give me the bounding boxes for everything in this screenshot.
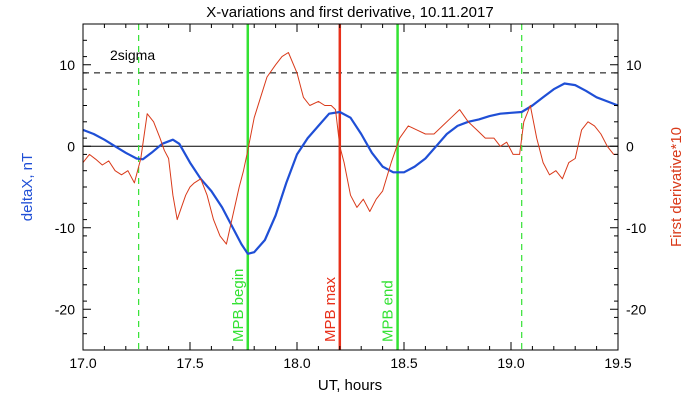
marker-label-1: MPB begin [230, 269, 247, 342]
axes: 17.0 17.5 18.0 18.5 19.0 19.5 -20 -20 -10 -10 0 0 10… [55, 23, 646, 371]
y-axis-right-label: First derivative*10 [668, 127, 685, 247]
x-tick-label-4: 19.0 [497, 355, 524, 371]
y-tick-label-right-3: 10 [626, 57, 642, 73]
y-tick-label-left-0: -20 [55, 301, 75, 317]
marker-label-3: MPB end [380, 280, 397, 342]
y-tick-label-left-1: -10 [55, 220, 75, 236]
x-tick-label-2: 18.0 [283, 355, 310, 371]
threshold-label: 2sigma [110, 47, 155, 63]
series-line-0 [82, 82, 619, 255]
marker-label-2: MPB max [322, 276, 339, 342]
y-tick-label-left-3: 10 [59, 57, 75, 73]
x-tick-label-5: 19.5 [604, 355, 631, 371]
x-tick-label-0: 17.0 [69, 355, 96, 371]
chart-title: X-variations and first derivative, 10.11… [206, 4, 493, 21]
y-tick-label-left-2: 0 [67, 138, 75, 154]
x-tick-label-1: 17.5 [176, 355, 203, 371]
y-axis-left-label: deltaX, nT [19, 153, 36, 221]
x-tick-label-3: 18.5 [390, 355, 417, 371]
y-tick-label-right-0: -20 [626, 301, 646, 317]
plot-area: MPB begin MPB max MPB end [82, 24, 619, 350]
y-tick-label-right-1: -10 [626, 220, 646, 236]
y-tick-label-right-2: 0 [626, 138, 634, 154]
series-line-1 [82, 52, 618, 245]
x-axis-label: UT, hours [318, 377, 382, 394]
